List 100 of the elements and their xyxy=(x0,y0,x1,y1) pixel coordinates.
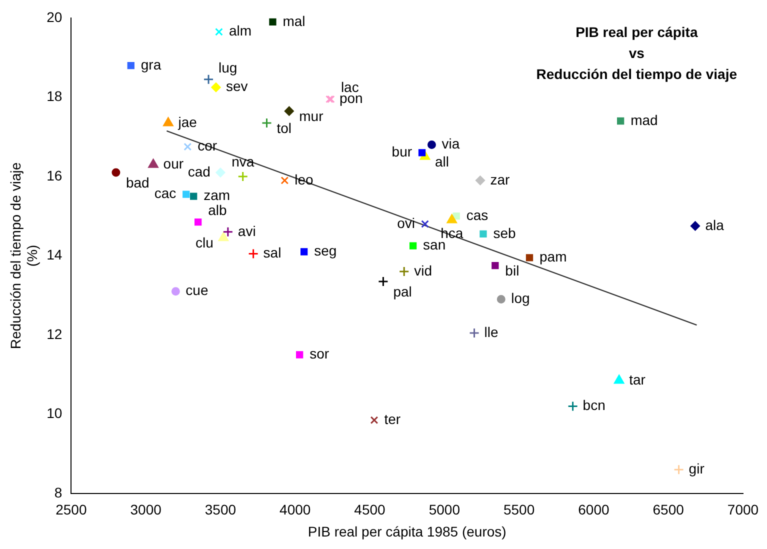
series-label: bad xyxy=(126,174,150,190)
point xyxy=(203,74,214,85)
series-label: ter xyxy=(384,410,401,427)
series-label: alb xyxy=(208,202,227,218)
x-axis-title: PIB real per cápita 1985 (euros) xyxy=(308,523,506,540)
series-label: zar xyxy=(490,171,510,188)
series-label: lle xyxy=(484,324,498,340)
series-label: lac xyxy=(340,79,359,96)
x-tick-label: 5500 xyxy=(503,502,535,518)
text: PIB real per cápita vs Reducción del tiempo de viaje xyxy=(536,24,738,82)
point xyxy=(211,82,221,92)
x-tick-label: 2500 xyxy=(56,502,87,518)
series-label: clu xyxy=(196,234,214,251)
series-label: avi xyxy=(238,222,256,239)
x-tick-label: 5000 xyxy=(428,502,460,518)
point xyxy=(194,218,202,226)
point xyxy=(218,232,229,242)
series-label: sev xyxy=(226,78,248,94)
series-label: cac xyxy=(154,185,176,202)
point xyxy=(421,220,429,228)
point xyxy=(163,117,174,126)
point xyxy=(378,276,388,287)
point xyxy=(148,158,158,168)
point xyxy=(492,262,499,270)
point xyxy=(215,28,223,36)
y-tick-label: 10 xyxy=(46,405,62,422)
series-label: log xyxy=(511,290,530,306)
y-tick-label: 16 xyxy=(46,167,62,184)
x-tick-label: 7000 xyxy=(727,502,759,518)
series-label: mad xyxy=(630,112,658,128)
series-label: pam xyxy=(540,248,567,265)
series-label: zam xyxy=(204,187,230,204)
series-label: tar xyxy=(629,371,646,388)
point xyxy=(480,230,487,238)
point xyxy=(398,266,410,277)
point xyxy=(127,62,134,70)
x-tick-label: 3000 xyxy=(130,502,162,518)
point xyxy=(370,416,378,424)
y-tick-label: 20 xyxy=(46,8,62,25)
y-axis-title: Reducción del tiempo de viaje (%) xyxy=(7,162,40,350)
point xyxy=(475,176,485,186)
series-label: jae xyxy=(177,114,198,130)
point xyxy=(446,214,457,224)
series-label: cad xyxy=(188,163,210,180)
series-label: sor xyxy=(310,346,330,362)
point xyxy=(222,226,234,238)
x-tick-label: 6000 xyxy=(578,502,610,518)
series-label: seg xyxy=(314,242,337,259)
point xyxy=(112,168,120,177)
y-tick-label: 18 xyxy=(46,88,62,104)
series-label: ala xyxy=(705,216,724,233)
point xyxy=(296,351,304,358)
point xyxy=(216,168,226,178)
series-label: lug xyxy=(218,59,238,76)
point xyxy=(238,171,248,182)
series-label: gir xyxy=(688,460,705,476)
series-label: mur xyxy=(299,108,324,124)
point xyxy=(284,106,294,116)
y-tick-label: 12 xyxy=(46,326,62,342)
point xyxy=(674,464,684,475)
y-tick-label: 8 xyxy=(54,484,62,500)
x-tick-label: 4500 xyxy=(354,502,386,518)
point xyxy=(496,295,506,304)
x-tick-label: 3500 xyxy=(204,502,236,518)
point xyxy=(171,287,180,296)
series-label: tol xyxy=(276,120,292,136)
x-tick-label: 6500 xyxy=(652,502,684,518)
series-label: all xyxy=(435,154,450,170)
series-label: mal xyxy=(282,12,306,29)
point xyxy=(269,18,276,26)
point xyxy=(452,212,460,220)
point xyxy=(184,142,192,151)
point xyxy=(526,254,534,262)
series-label: via xyxy=(442,136,460,152)
point xyxy=(190,192,198,200)
y-tick-label: 14 xyxy=(46,246,62,263)
point xyxy=(427,140,436,150)
point xyxy=(409,242,417,250)
series-label: seb xyxy=(493,224,516,241)
point xyxy=(617,117,624,125)
series-label: bil xyxy=(505,262,520,278)
x-tick-label: 4000 xyxy=(280,502,311,518)
series-label: cas xyxy=(466,206,488,223)
series-label: gra xyxy=(140,56,162,72)
point xyxy=(182,190,190,198)
point xyxy=(300,248,308,256)
point xyxy=(690,221,700,231)
series-label: nva xyxy=(232,153,254,170)
series-label: ovi xyxy=(397,214,416,231)
series-label: pal xyxy=(393,283,412,300)
point xyxy=(614,374,624,384)
point xyxy=(568,400,578,412)
series-label: our xyxy=(163,155,184,172)
series-label: san xyxy=(423,236,446,253)
series-label: alm xyxy=(228,22,252,39)
point xyxy=(280,176,289,184)
point xyxy=(469,328,480,338)
series-label: vid xyxy=(414,262,432,278)
series-label: bcn xyxy=(582,397,606,414)
point xyxy=(248,248,259,259)
